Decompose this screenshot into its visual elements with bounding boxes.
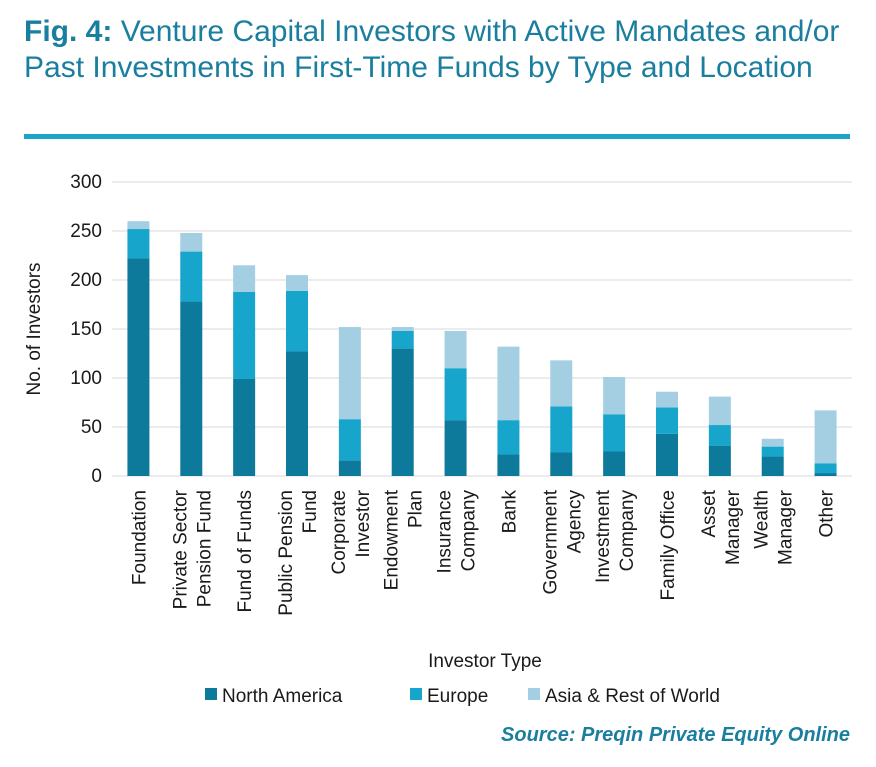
bar-europe bbox=[761, 446, 784, 457]
x-tick-label: Corporate bbox=[329, 490, 350, 575]
bar-north-america bbox=[233, 378, 256, 476]
bar-north-america bbox=[603, 451, 626, 476]
x-tick-label: Investment bbox=[593, 489, 614, 583]
x-tick-label: Asset bbox=[699, 489, 720, 537]
x-tick-label: Other bbox=[817, 489, 838, 537]
y-tick-label: 200 bbox=[70, 270, 102, 291]
x-tick-label: Insurance bbox=[435, 490, 456, 573]
chart-title: Fig. 4: Venture Capital Investors with A… bbox=[24, 14, 854, 86]
legend-swatch-europe bbox=[410, 688, 422, 700]
bar-asia-rest bbox=[603, 377, 626, 415]
bar-north-america bbox=[497, 454, 520, 476]
x-tick-label: Fund of Funds bbox=[235, 490, 256, 613]
bar-asia-rest bbox=[233, 265, 256, 292]
bar-north-america bbox=[180, 301, 203, 476]
y-tick-label: 250 bbox=[70, 221, 102, 242]
bar-asia-rest bbox=[814, 410, 837, 464]
x-axis-label: Investor Type bbox=[428, 651, 542, 672]
x-tick-label: Bank bbox=[499, 490, 520, 534]
bar-europe bbox=[233, 291, 256, 379]
bar-north-america bbox=[286, 351, 308, 476]
bar-chart: 0 50 100 150 200 250 300 No. of Investors Founda… bbox=[24, 172, 852, 707]
x-tick-label: Endowment bbox=[382, 489, 403, 590]
bar-north-america bbox=[656, 433, 678, 476]
source-note: Source: Preqin Private Equity Online bbox=[501, 724, 850, 746]
bar-europe bbox=[391, 330, 414, 349]
x-tick-label: Public Pension bbox=[276, 490, 297, 616]
x-tick-label: Agency bbox=[564, 490, 585, 554]
x-tick-label: Family Office bbox=[658, 490, 679, 601]
bar-asia-rest bbox=[127, 221, 150, 230]
legend-swatch-north-america bbox=[205, 688, 217, 700]
bar-north-america bbox=[338, 460, 361, 476]
legend-label: Europe bbox=[427, 686, 488, 707]
bar-asia-rest bbox=[656, 391, 678, 408]
bar-north-america bbox=[814, 473, 837, 476]
x-tick-label: Private Sector bbox=[170, 489, 191, 609]
bar-asia-rest bbox=[497, 346, 520, 421]
bar-north-america bbox=[708, 445, 731, 476]
x-tick-label: Foundation bbox=[129, 490, 150, 585]
bar-europe bbox=[180, 251, 203, 302]
title-rule bbox=[24, 134, 850, 139]
bar-north-america bbox=[550, 452, 573, 476]
y-axis-label: No. of Investors bbox=[24, 262, 45, 395]
bar-asia-rest bbox=[550, 360, 573, 407]
x-tick-label: Company bbox=[617, 490, 638, 572]
x-tick-label: Pension Fund bbox=[194, 490, 215, 607]
bar-asia-rest bbox=[391, 327, 414, 331]
bar-europe bbox=[444, 368, 467, 421]
y-tick-label: 150 bbox=[70, 319, 102, 340]
x-tick-label: Company bbox=[459, 490, 480, 572]
legend-label: North America bbox=[222, 686, 343, 707]
bar-north-america bbox=[444, 420, 467, 476]
bar-europe bbox=[127, 229, 150, 259]
bar-north-america bbox=[391, 348, 414, 476]
bar-north-america bbox=[761, 456, 784, 476]
bar-europe bbox=[286, 290, 308, 352]
bar-asia-rest bbox=[338, 327, 361, 420]
bar-europe bbox=[814, 463, 837, 474]
x-tick-label: Manager bbox=[776, 489, 797, 565]
bar-europe bbox=[603, 414, 626, 452]
bar-europe bbox=[550, 406, 573, 453]
bar-asia-rest bbox=[761, 438, 784, 447]
y-tick-label: 100 bbox=[70, 368, 102, 389]
x-tick-label: Manager bbox=[723, 489, 744, 565]
bar-europe bbox=[708, 425, 731, 446]
bar-asia-rest bbox=[180, 232, 203, 252]
y-tick-label: 50 bbox=[81, 417, 102, 438]
x-tick-label: Wealth bbox=[752, 490, 773, 549]
bar-asia-rest bbox=[708, 396, 731, 426]
x-tick-label: Government bbox=[540, 489, 561, 594]
bar-north-america bbox=[127, 258, 150, 476]
x-tick-label: Plan bbox=[406, 490, 427, 528]
y-tick-label: 0 bbox=[91, 466, 102, 487]
bar-europe bbox=[497, 420, 520, 455]
bar-europe bbox=[656, 407, 678, 434]
bar-asia-rest bbox=[444, 330, 467, 369]
figure-label: Fig. 4: bbox=[24, 15, 113, 48]
y-tick-label: 300 bbox=[70, 172, 102, 193]
bar-asia-rest bbox=[286, 275, 308, 291]
x-tick-label: Investor bbox=[353, 489, 374, 557]
bar-europe bbox=[338, 419, 361, 461]
x-tick-label: Fund bbox=[300, 490, 321, 533]
legend-label: Asia & Rest of World bbox=[545, 686, 720, 707]
figure-title: Venture Capital Investors with Active Ma… bbox=[24, 15, 840, 84]
legend-swatch-asia-rest bbox=[528, 688, 540, 700]
